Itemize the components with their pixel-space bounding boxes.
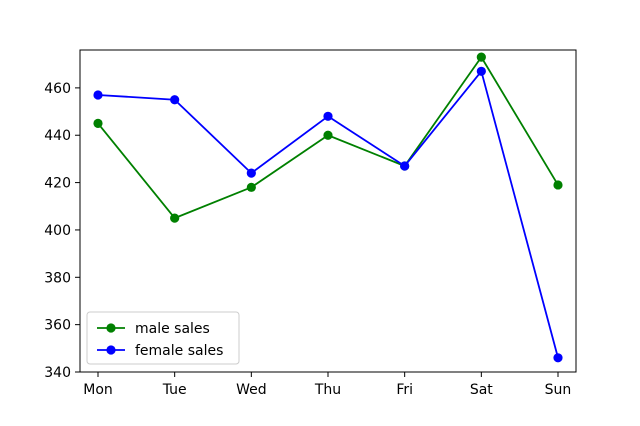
y-tick-label: 360 (44, 318, 71, 334)
y-tick-label: 400 (44, 223, 71, 239)
data-point (93, 118, 103, 128)
data-point (170, 213, 180, 223)
legend-marker (106, 323, 116, 333)
y-tick-label: 460 (44, 81, 71, 97)
x-tick-label: Thu (314, 382, 341, 398)
data-point (553, 180, 563, 190)
data-point (323, 111, 333, 121)
data-point (246, 168, 256, 178)
legend-item: male sales (97, 321, 210, 337)
data-point (476, 52, 486, 62)
axes-frame (79, 49, 577, 373)
data-point (323, 130, 333, 140)
series-female-sales (93, 66, 563, 363)
x-tick-label: Sun (545, 382, 572, 398)
series-male-sales (93, 52, 563, 223)
x-tick-label: Sat (470, 382, 493, 398)
x-axis: Mon Tue Wed Thu Fri Sat Sun (83, 372, 571, 398)
x-tick-label: Fri (396, 382, 413, 398)
data-point (246, 182, 256, 192)
data-point (400, 161, 410, 171)
y-tick-label: 440 (44, 128, 71, 144)
y-axis: 340 360 380 400 420 440 460 (44, 81, 80, 381)
legend: male sales female sales (86, 311, 240, 365)
legend-item: female sales (97, 343, 223, 359)
legend-label: female sales (135, 343, 223, 359)
data-point (553, 353, 563, 363)
data-point (93, 90, 103, 100)
legend-marker (106, 345, 116, 355)
legend-box (86, 311, 240, 365)
y-tick-label: 340 (44, 365, 71, 381)
data-point (170, 95, 180, 105)
x-tick-label: Mon (83, 382, 113, 398)
data-point (476, 66, 486, 76)
y-tick-label: 420 (44, 176, 71, 192)
y-tick-label: 380 (44, 270, 71, 286)
legend-label: male sales (135, 321, 210, 337)
x-tick-label: Tue (162, 382, 187, 398)
x-tick-label: Wed (236, 382, 267, 398)
series-group (93, 52, 563, 363)
